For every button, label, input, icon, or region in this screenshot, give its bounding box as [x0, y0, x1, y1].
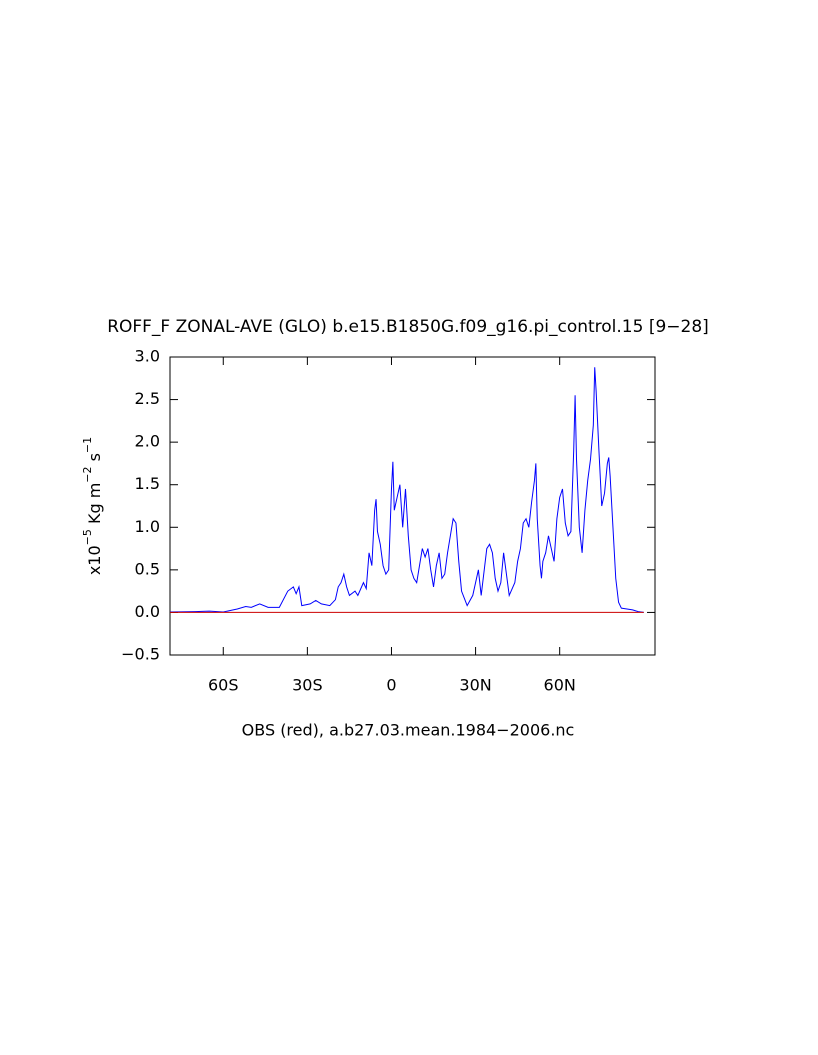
y-tick-label: 2.5	[135, 389, 160, 408]
y-label-part: x10	[85, 545, 104, 575]
plot-frame	[169, 356, 656, 656]
y-tick-label: 3.0	[135, 347, 160, 366]
x-tick-label: 30N	[459, 676, 491, 695]
y-tick-label: 1.0	[135, 517, 160, 536]
x-tick-label: 60S	[208, 676, 239, 695]
y-label-sup: −2	[81, 466, 94, 482]
y-tick-label: 2.0	[135, 432, 160, 451]
y-tick-label: 0.0	[135, 602, 160, 621]
chart-title: ROFF_F ZONAL-AVE (GLO) b.e15.B1850G.f09_…	[107, 317, 709, 337]
y-label-part: s	[85, 453, 104, 466]
y-label-sup: −5	[81, 529, 94, 545]
y-tick-label: 0.5	[135, 559, 160, 578]
data-line	[169, 367, 644, 613]
y-tick-label: −0.5	[121, 645, 160, 664]
y-axis-label: x10−5 Kg m−2 s−1	[81, 437, 104, 575]
x-tick-label: 60N	[544, 676, 576, 695]
y-label-part: Kg m	[85, 483, 104, 529]
x-axis-label: OBS (red), a.b27.03.mean.1984−2006.nc	[242, 721, 575, 740]
x-tick-label: 30S	[292, 676, 323, 695]
x-tick-label: 0	[386, 676, 396, 695]
y-label-sup: −1	[81, 437, 94, 453]
y-tick-label: 1.5	[135, 474, 160, 493]
